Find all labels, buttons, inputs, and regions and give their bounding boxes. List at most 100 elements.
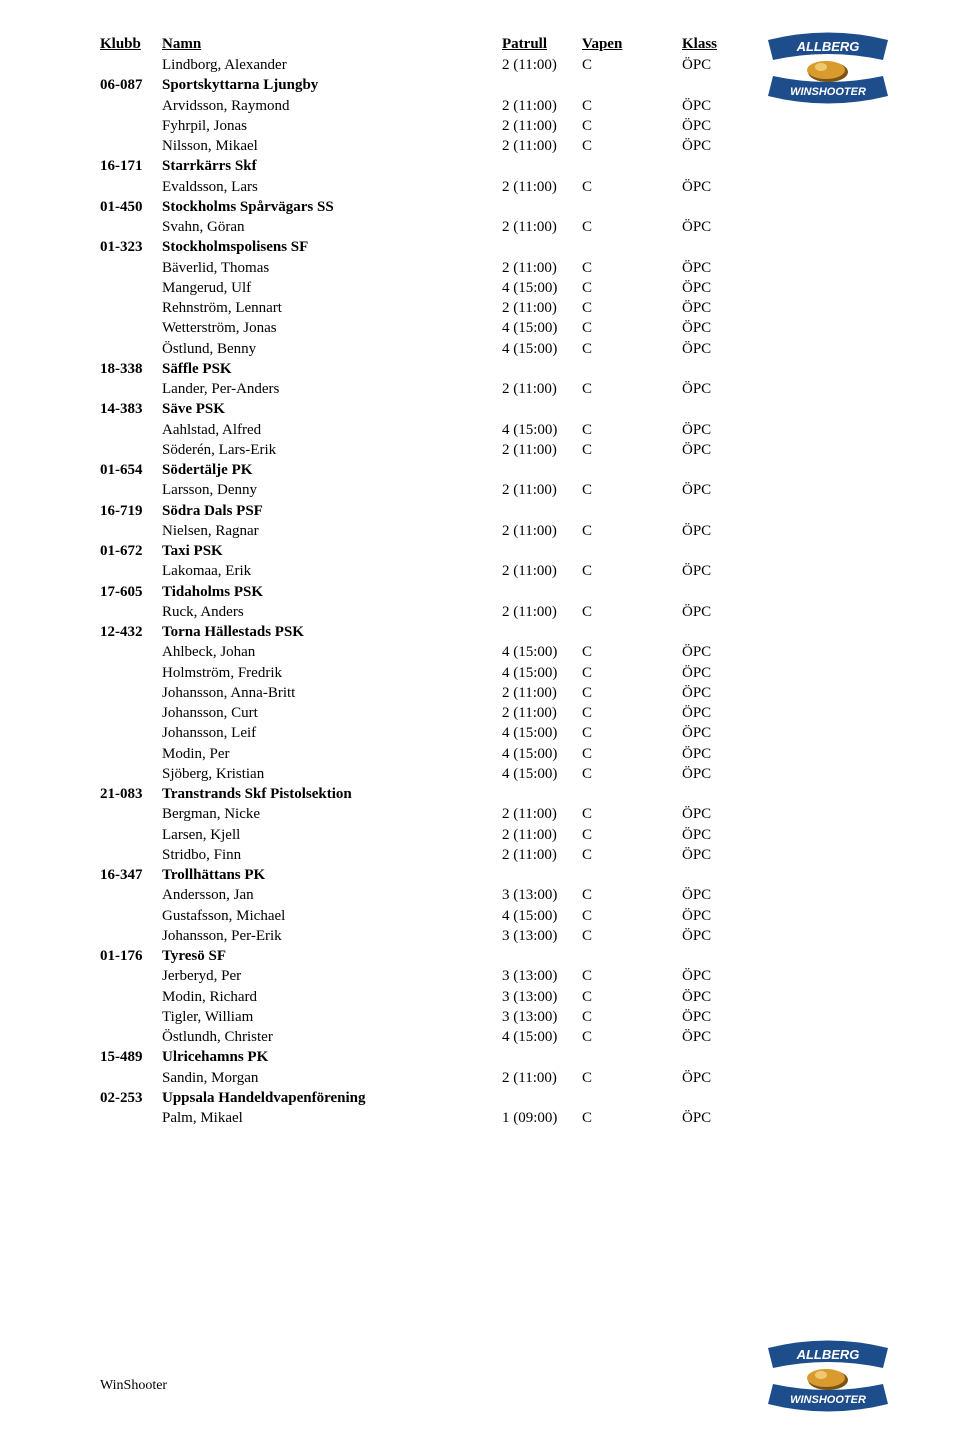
person-vapen: C [582,96,682,116]
person-patrull: 4 (15:00) [502,278,582,298]
person-name: Sandin, Morgan [162,1068,502,1088]
person-vapen: C [582,987,682,1007]
person-vapen: C [582,703,682,723]
person-klass: ÖPC [682,602,752,622]
club-row: 01-450Stockholms Spårvägars SS [100,197,890,217]
person-row: Andersson, Jan3 (13:00)CÖPC [100,885,890,905]
person-name: Nilsson, Mikael [162,136,502,156]
person-name: Bäverlid, Thomas [162,258,502,278]
club-code: 01-323 [100,237,162,257]
person-vapen: C [582,561,682,581]
person-vapen: C [582,379,682,399]
person-klass: ÖPC [682,339,752,359]
person-name: Larsen, Kjell [162,825,502,845]
club-code: 18-338 [100,359,162,379]
person-row: Modin, Richard3 (13:00)CÖPC [100,987,890,1007]
person-row: Lakomaa, Erik2 (11:00)CÖPC [100,561,890,581]
person-patrull: 2 (11:00) [502,1068,582,1088]
person-name: Arvidsson, Raymond [162,96,502,116]
header-klubb: Klubb [100,36,162,53]
person-klass: ÖPC [682,906,752,926]
person-patrull: 2 (11:00) [502,683,582,703]
person-patrull: 2 (11:00) [502,116,582,136]
person-name: Fyhrpil, Jonas [162,116,502,136]
person-klass: ÖPC [682,136,752,156]
person-patrull: 2 (11:00) [502,825,582,845]
club-code: 14-383 [100,399,162,419]
person-name: Lindborg, Alexander [162,55,502,75]
person-vapen: C [582,804,682,824]
person-klass: ÖPC [682,1068,752,1088]
person-vapen: C [582,825,682,845]
person-row: Ruck, Anders2 (11:00)CÖPC [100,602,890,622]
person-name: Johansson, Per-Erik [162,926,502,946]
person-name: Svahn, Göran [162,217,502,237]
person-vapen: C [582,683,682,703]
club-name: Ulricehamns PK [162,1047,268,1067]
person-patrull: 4 (15:00) [502,339,582,359]
club-name: Taxi PSK [162,541,223,561]
person-klass: ÖPC [682,966,752,986]
person-name: Ruck, Anders [162,602,502,622]
person-vapen: C [582,440,682,460]
person-klass: ÖPC [682,217,752,237]
footer-text: WinShooter [100,1378,167,1394]
person-row: Söderén, Lars-Erik2 (11:00)CÖPC [100,440,890,460]
person-name: Nielsen, Ragnar [162,521,502,541]
header-klass: Klass [682,36,752,53]
person-patrull: 4 (15:00) [502,723,582,743]
club-row: 16-719Södra Dals PSF [100,501,890,521]
person-name: Bergman, Nicke [162,804,502,824]
person-patrull: 4 (15:00) [502,764,582,784]
club-row: 16-347Trollhättans PK [100,865,890,885]
person-row: Jerberyd, Per3 (13:00)CÖPC [100,966,890,986]
allberg-winshooter-logo-icon: ALLBERG WINSHOOTER [758,1338,898,1414]
person-row: Fyhrpil, Jonas2 (11:00)CÖPC [100,116,890,136]
person-patrull: 2 (11:00) [502,136,582,156]
person-name: Lakomaa, Erik [162,561,502,581]
person-klass: ÖPC [682,1027,752,1047]
club-code: 12-432 [100,622,162,642]
person-patrull: 2 (11:00) [502,703,582,723]
person-klass: ÖPC [682,55,752,75]
person-vapen: C [582,885,682,905]
person-name: Söderén, Lars-Erik [162,440,502,460]
person-row: Sandin, Morgan2 (11:00)CÖPC [100,1068,890,1088]
club-row: 17-605Tidaholms PSK [100,582,890,602]
person-patrull: 4 (15:00) [502,642,582,662]
club-code: 01-672 [100,541,162,561]
person-row: Östlundh, Christer4 (15:00)CÖPC [100,1027,890,1047]
person-klass: ÖPC [682,744,752,764]
club-code: 16-719 [100,501,162,521]
person-name: Rehnström, Lennart [162,298,502,318]
person-name: Wetterström, Jonas [162,318,502,338]
person-patrull: 2 (11:00) [502,480,582,500]
person-name: Östlundh, Christer [162,1027,502,1047]
club-name: Södertälje PK [162,460,252,480]
person-name: Johansson, Leif [162,723,502,743]
person-row: Palm, Mikael1 (09:00)CÖPC [100,1108,890,1128]
club-row: 18-338Säffle PSK [100,359,890,379]
person-vapen: C [582,906,682,926]
person-name: Tigler, William [162,1007,502,1027]
club-row: 15-489Ulricehamns PK [100,1047,890,1067]
person-klass: ÖPC [682,885,752,905]
person-name: Palm, Mikael [162,1108,502,1128]
person-name: Sjöberg, Kristian [162,764,502,784]
club-name: Starrkärrs Skf [162,156,257,176]
person-patrull: 1 (09:00) [502,1108,582,1128]
club-code: 21-083 [100,784,162,804]
club-code: 01-654 [100,460,162,480]
person-klass: ÖPC [682,379,752,399]
person-patrull: 2 (11:00) [502,96,582,116]
club-name: Tidaholms PSK [162,582,263,602]
person-name: Andersson, Jan [162,885,502,905]
logo-top-text: ALLBERG [796,1347,860,1362]
person-row: Svahn, Göran2 (11:00)CÖPC [100,217,890,237]
person-name: Johansson, Anna-Britt [162,683,502,703]
club-row: 14-383Säve PSK [100,399,890,419]
person-name: Mangerud, Ulf [162,278,502,298]
person-name: Ahlbeck, Johan [162,642,502,662]
person-vapen: C [582,1068,682,1088]
person-klass: ÖPC [682,987,752,1007]
